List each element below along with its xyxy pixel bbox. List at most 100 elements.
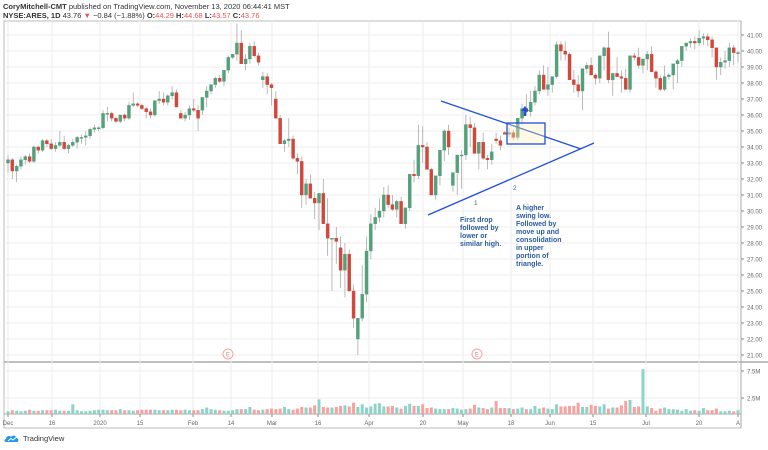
candle-body[interactable] bbox=[287, 138, 291, 141]
candle-body[interactable] bbox=[105, 113, 110, 115]
candle-body[interactable] bbox=[632, 55, 637, 58]
volume-bar[interactable] bbox=[36, 410, 40, 414]
volume-bar[interactable] bbox=[257, 410, 261, 414]
volume-bar[interactable] bbox=[645, 406, 649, 414]
volume-bar[interactable] bbox=[684, 409, 688, 414]
candle-body[interactable] bbox=[312, 197, 317, 204]
volume-bar[interactable] bbox=[131, 410, 135, 414]
candle-body[interactable] bbox=[602, 47, 606, 56]
volume-bar[interactable] bbox=[200, 409, 204, 414]
candle-body[interactable] bbox=[442, 130, 446, 151]
candle-body[interactable] bbox=[736, 52, 740, 54]
candle-body[interactable] bbox=[239, 42, 243, 64]
volume-bar[interactable] bbox=[373, 403, 377, 414]
candle-body[interactable] bbox=[343, 253, 347, 271]
volume-bar[interactable] bbox=[235, 409, 239, 414]
candle-body[interactable] bbox=[611, 73, 615, 81]
candle-body[interactable] bbox=[19, 159, 23, 167]
candle-body[interactable] bbox=[390, 204, 395, 210]
volume-bar[interactable] bbox=[732, 411, 736, 414]
candle-body[interactable] bbox=[382, 194, 386, 212]
volume-bar[interactable] bbox=[287, 409, 291, 414]
candle-body[interactable] bbox=[118, 114, 123, 122]
candle-body[interactable] bbox=[23, 156, 27, 161]
candle-body[interactable] bbox=[222, 69, 226, 82]
volume-bar[interactable] bbox=[75, 410, 79, 414]
volume-bar[interactable] bbox=[231, 410, 235, 414]
volume-bar[interactable] bbox=[66, 410, 70, 414]
candle-body[interactable] bbox=[451, 172, 455, 186]
volume-bar[interactable] bbox=[187, 410, 191, 414]
candle-body[interactable] bbox=[170, 92, 174, 96]
volume-bar[interactable] bbox=[136, 410, 140, 414]
volume-bar[interactable] bbox=[356, 406, 360, 414]
volume-bar[interactable] bbox=[507, 408, 511, 414]
candle-body[interactable] bbox=[300, 161, 304, 196]
candle-body[interactable] bbox=[667, 74, 671, 77]
volume-bar[interactable] bbox=[615, 407, 619, 414]
volume-bar[interactable] bbox=[174, 409, 178, 414]
candle-body[interactable] bbox=[485, 157, 490, 160]
volume-bar[interactable] bbox=[606, 408, 610, 414]
volume-bar[interactable] bbox=[568, 405, 572, 414]
volume-bar[interactable] bbox=[533, 405, 537, 414]
volume-bar[interactable] bbox=[330, 407, 334, 414]
volume-bar[interactable] bbox=[92, 410, 96, 414]
consolidation-box[interactable] bbox=[506, 122, 546, 145]
candle-body[interactable] bbox=[554, 44, 559, 77]
volume-bar[interactable] bbox=[451, 408, 455, 414]
volume-bar[interactable] bbox=[308, 407, 312, 414]
candle-body[interactable] bbox=[265, 76, 269, 85]
candle-body[interactable] bbox=[45, 140, 49, 145]
volume-bar[interactable] bbox=[442, 409, 446, 414]
candle-body[interactable] bbox=[40, 140, 45, 151]
candle-body[interactable] bbox=[274, 98, 278, 119]
candle-body[interactable] bbox=[446, 130, 451, 148]
volume-bar[interactable] bbox=[619, 405, 623, 414]
candle-body[interactable] bbox=[697, 38, 701, 44]
volume-bar[interactable] bbox=[555, 404, 559, 414]
candle-body[interactable] bbox=[563, 50, 567, 55]
volume-bar[interactable] bbox=[425, 408, 429, 414]
volume-bar[interactable] bbox=[390, 405, 394, 414]
volume-bar[interactable] bbox=[485, 409, 489, 414]
volume-bar[interactable] bbox=[559, 406, 563, 414]
volume-bar[interactable] bbox=[365, 407, 369, 414]
candle-body[interactable] bbox=[217, 77, 222, 82]
volume-bar[interactable] bbox=[110, 410, 114, 414]
candle-body[interactable] bbox=[62, 141, 66, 149]
volume-bar[interactable] bbox=[593, 405, 597, 414]
candle-body[interactable] bbox=[84, 135, 88, 138]
volume-bar[interactable] bbox=[395, 407, 399, 414]
volume-bar[interactable] bbox=[209, 409, 213, 414]
volume-bar[interactable] bbox=[360, 404, 364, 414]
volume-bar[interactable] bbox=[416, 405, 420, 414]
volume-bar[interactable] bbox=[179, 410, 183, 414]
candle-body[interactable] bbox=[727, 47, 732, 61]
volume-bar[interactable] bbox=[321, 406, 325, 414]
volume-bar[interactable] bbox=[529, 409, 533, 414]
candle-body[interactable] bbox=[645, 54, 650, 60]
candle-body[interactable] bbox=[166, 95, 170, 103]
volume-bar[interactable] bbox=[10, 410, 14, 414]
volume-bar[interactable] bbox=[490, 407, 494, 414]
volume-bar[interactable] bbox=[421, 404, 425, 414]
volume-bar[interactable] bbox=[671, 409, 675, 414]
volume-bar[interactable] bbox=[196, 410, 200, 414]
volume-bar[interactable] bbox=[412, 405, 416, 414]
volume-bar[interactable] bbox=[265, 409, 269, 414]
candle-body[interactable] bbox=[114, 117, 118, 122]
volume-bar[interactable] bbox=[300, 406, 304, 414]
volume-bar[interactable] bbox=[576, 402, 580, 414]
candle-body[interactable] bbox=[196, 109, 200, 119]
candle-body[interactable] bbox=[153, 100, 157, 116]
candle-body[interactable] bbox=[325, 223, 330, 239]
candle-body[interactable] bbox=[71, 141, 75, 146]
candle-body[interactable] bbox=[127, 105, 131, 119]
candle-body[interactable] bbox=[533, 90, 537, 103]
volume-bar[interactable] bbox=[688, 410, 692, 414]
volume-bar[interactable] bbox=[628, 399, 632, 414]
volume-bar[interactable] bbox=[127, 410, 131, 414]
volume-bar[interactable] bbox=[516, 408, 520, 414]
